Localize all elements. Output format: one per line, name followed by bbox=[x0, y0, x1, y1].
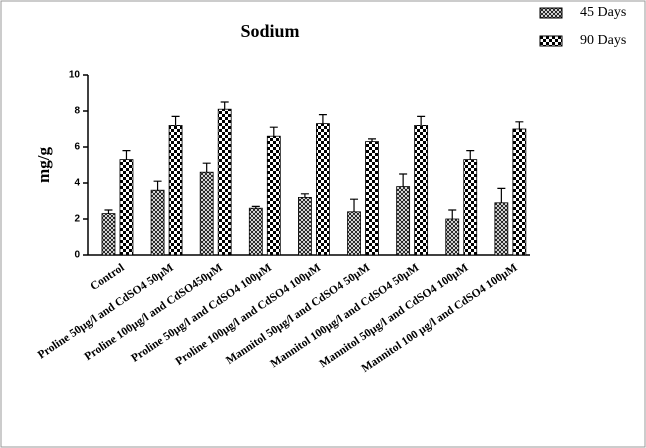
x-tick-label: Control bbox=[88, 262, 126, 293]
error-bar bbox=[153, 180, 162, 191]
error-bar bbox=[417, 115, 426, 126]
error-bar bbox=[318, 114, 327, 124]
bar bbox=[266, 135, 281, 256]
legend-label: 45 Days bbox=[580, 5, 626, 20]
bar bbox=[463, 159, 478, 256]
y-tick-label: 8 bbox=[74, 106, 80, 117]
y-tick-label: 4 bbox=[74, 178, 80, 189]
error-bar bbox=[350, 198, 359, 212]
y-tick-label: 0 bbox=[74, 250, 80, 261]
error-bar bbox=[122, 150, 131, 160]
bar bbox=[347, 211, 361, 256]
error-bar bbox=[399, 173, 408, 187]
error-bar bbox=[269, 126, 278, 137]
bar bbox=[101, 213, 116, 256]
bar bbox=[119, 159, 134, 256]
bar bbox=[365, 141, 379, 256]
bar bbox=[248, 207, 263, 256]
legend-swatch bbox=[539, 35, 563, 47]
error-bar bbox=[497, 187, 506, 203]
error-bar bbox=[448, 209, 457, 219]
legend-swatch bbox=[539, 7, 563, 19]
bar bbox=[414, 125, 429, 256]
error-bar bbox=[515, 121, 524, 129]
bar bbox=[494, 202, 509, 256]
bar bbox=[150, 189, 165, 256]
legend-label: 90 Days bbox=[580, 33, 626, 48]
bar bbox=[512, 128, 527, 256]
bar bbox=[199, 171, 214, 256]
y-tick-label: 6 bbox=[74, 142, 80, 153]
error-bar bbox=[368, 138, 377, 142]
error-bar bbox=[171, 115, 180, 126]
bar bbox=[298, 196, 312, 256]
bar bbox=[217, 108, 232, 256]
y-axis-label: mg/g bbox=[34, 147, 53, 183]
error-bar bbox=[466, 150, 475, 160]
bar bbox=[396, 186, 411, 256]
error-bar bbox=[300, 193, 309, 198]
y-tick-label: 10 bbox=[69, 70, 81, 81]
chart-title: Sodium bbox=[240, 21, 299, 41]
error-bar bbox=[251, 205, 260, 209]
error-bar bbox=[220, 101, 229, 110]
error-bar bbox=[202, 162, 211, 173]
bar bbox=[445, 218, 460, 256]
y-tick-label: 2 bbox=[74, 214, 80, 225]
bar bbox=[316, 123, 330, 256]
bar bbox=[168, 125, 183, 256]
error-bar bbox=[104, 209, 113, 214]
